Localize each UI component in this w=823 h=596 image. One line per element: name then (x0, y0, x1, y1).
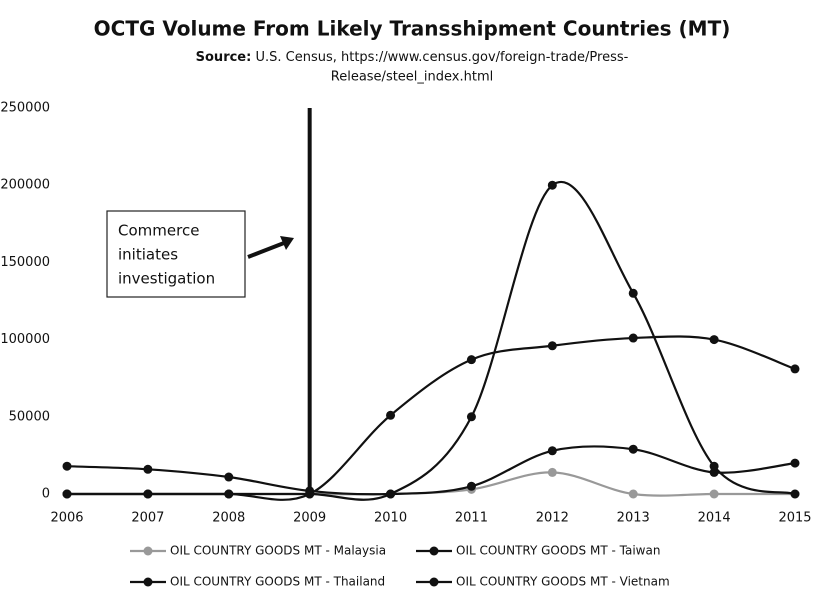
point (466, 355, 476, 365)
subtitle-text: U.S. Census, https://www.census.gov/fore… (255, 50, 628, 65)
point (709, 335, 719, 345)
annotation-arrow (247, 241, 285, 259)
legend-marker (143, 577, 153, 587)
annotation-box (106, 210, 246, 298)
point (790, 458, 800, 468)
legend-marker (429, 577, 439, 587)
series-line (66, 445, 796, 496)
point (547, 180, 557, 190)
y-tick-label: 0 (42, 487, 50, 502)
point (709, 489, 719, 499)
point (62, 489, 72, 499)
legend-marker (143, 546, 153, 556)
legend-marker (429, 546, 439, 556)
point (628, 444, 638, 454)
point (628, 333, 638, 343)
series-line (67, 335, 796, 501)
annotation-text: initiates (118, 246, 178, 264)
subtitle-label: Source: (196, 50, 252, 65)
point (62, 461, 72, 471)
x-tick-label: 2012 (536, 511, 569, 526)
y-tick-label: 150000 (0, 255, 50, 270)
point (143, 489, 153, 499)
x-tick-label: 2006 (50, 511, 83, 526)
x-tick-label: 2010 (374, 511, 407, 526)
point (305, 489, 315, 499)
point (790, 364, 800, 374)
x-tick-label: 2014 (698, 511, 731, 526)
x-tick-label: 2013 (617, 511, 650, 526)
point (790, 489, 800, 499)
x-tick-label: 2015 (778, 511, 811, 526)
chart-title: OCTG Volume From Likely Transshipment Co… (94, 17, 731, 41)
point (709, 461, 719, 471)
point (224, 472, 234, 482)
y-tick-label: 100000 (0, 332, 50, 347)
x-tick-label: 2009 (293, 511, 326, 526)
x-tick-label: 2011 (455, 511, 488, 526)
annotation-text: Commerce (118, 222, 199, 240)
subtitle-text: Release/steel_index.html (331, 70, 493, 85)
point (547, 341, 557, 351)
legend-label: OIL COUNTRY GOODS MT - Malaysia (170, 544, 386, 558)
annotation-arrowhead (280, 236, 294, 250)
point (386, 410, 396, 420)
x-tick-label: 2007 (131, 511, 164, 526)
point (386, 489, 396, 499)
point (466, 412, 476, 422)
subtitle: Source: U.S. Census, https://www.census.… (196, 50, 629, 65)
point (224, 489, 234, 499)
point (628, 489, 638, 499)
point (628, 288, 638, 298)
legend-label: OIL COUNTRY GOODS MT - Thailand (170, 575, 385, 589)
y-tick-label: 250000 (0, 101, 50, 116)
point (547, 446, 557, 456)
point (143, 464, 153, 474)
point (466, 481, 476, 491)
legend-label: OIL COUNTRY GOODS MT - Vietnam (456, 575, 670, 589)
y-tick-label: 200000 (0, 178, 50, 193)
point (547, 467, 557, 477)
legend-label: OIL COUNTRY GOODS MT - Taiwan (456, 544, 660, 558)
annotation-text: investigation (118, 270, 215, 288)
x-tick-label: 2008 (212, 511, 245, 526)
y-tick-label: 50000 (9, 409, 50, 424)
